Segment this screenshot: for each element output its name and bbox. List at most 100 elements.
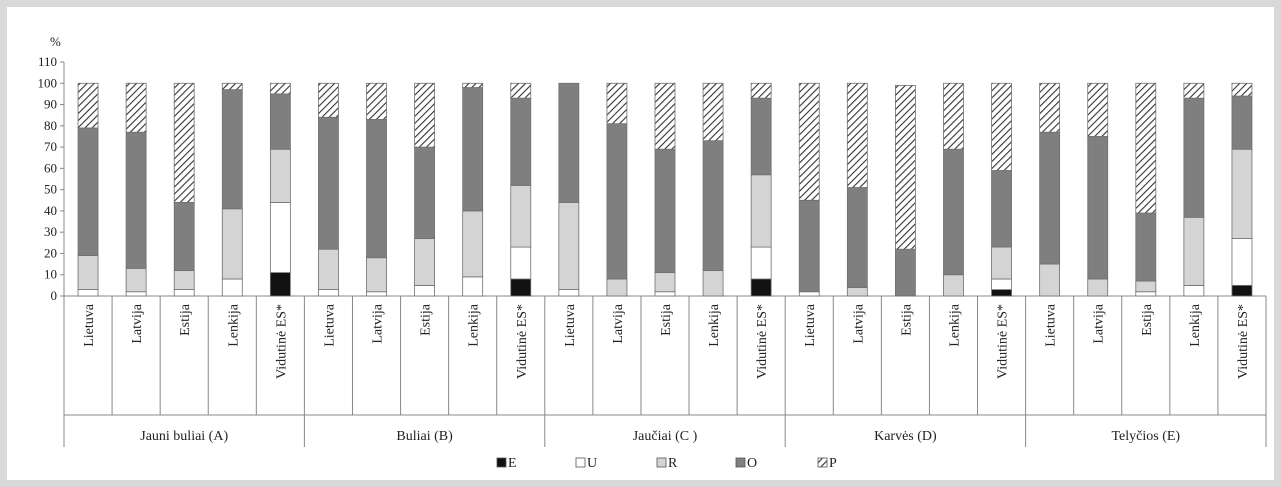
legend-label-U: U bbox=[587, 456, 597, 471]
bar-segment-O bbox=[798, 199, 820, 293]
bar-segment-P bbox=[462, 82, 484, 88]
y-tick-label: 90 bbox=[44, 97, 57, 112]
bar-segment-U bbox=[798, 291, 820, 297]
legend-swatch-O bbox=[735, 457, 746, 468]
bar-segment-O bbox=[750, 97, 772, 176]
bar-segment-E bbox=[750, 278, 772, 297]
bar-segment-O bbox=[221, 89, 243, 210]
bar-segment-U bbox=[1231, 238, 1253, 286]
bar-segment-P bbox=[510, 82, 532, 99]
bar-segment-P bbox=[606, 82, 628, 125]
bar-segment-P bbox=[173, 82, 195, 203]
bar-segment-R bbox=[1039, 263, 1061, 297]
category-label: Estija bbox=[659, 303, 674, 336]
bar-segment-U bbox=[414, 284, 436, 297]
bar-segment-R bbox=[1135, 280, 1157, 293]
bar-segment-U bbox=[654, 291, 676, 297]
y-tick-label: 110 bbox=[38, 54, 57, 69]
category-label: Latvija bbox=[130, 303, 145, 343]
category-label: Lenkija bbox=[707, 303, 722, 347]
bar-segment-P bbox=[750, 82, 772, 99]
y-tick-label: 0 bbox=[51, 288, 58, 303]
bar-segment-U bbox=[462, 276, 484, 297]
bar-segment-P bbox=[414, 82, 436, 148]
bar-segment-E bbox=[991, 289, 1012, 297]
bar-segment-R bbox=[77, 255, 99, 291]
category-label: Vidutinė ES* bbox=[755, 304, 770, 379]
category-label: Lietuva bbox=[803, 303, 818, 347]
bar-segment-R bbox=[1087, 278, 1109, 297]
group-label: Buliai (B) bbox=[396, 429, 453, 444]
bar-segment-O bbox=[173, 201, 195, 271]
bar-segment-P bbox=[798, 82, 820, 201]
bar-segment-O bbox=[1087, 136, 1109, 280]
category-label: Latvija bbox=[371, 303, 386, 343]
bar-segment-P bbox=[1231, 82, 1253, 97]
bar-segment-P bbox=[1183, 82, 1205, 99]
bar-segment-R bbox=[1183, 216, 1205, 286]
bar-segment-O bbox=[654, 148, 676, 274]
bar-segment-P bbox=[991, 82, 1012, 171]
bar-segment-O bbox=[414, 146, 436, 239]
category-label: Lenkija bbox=[226, 303, 241, 347]
group-label: Jaučiai (C ) bbox=[633, 429, 698, 444]
bar-segment-O bbox=[462, 87, 484, 212]
category-labels: Lietuva Latvija Estija Lenkija Vidutinė ES* L… bbox=[82, 303, 1251, 444]
bar-segment-P bbox=[702, 82, 724, 142]
category-label: Latvija bbox=[611, 303, 626, 343]
bar-segment-P bbox=[269, 82, 291, 95]
bar-segment-O bbox=[943, 148, 964, 276]
bar-segment-O bbox=[269, 93, 291, 150]
bar-segment-O bbox=[895, 248, 916, 297]
bar-segment-R bbox=[414, 238, 436, 286]
bar-segment-R bbox=[173, 270, 195, 291]
bar-segment-P bbox=[895, 85, 916, 250]
bar-segment-P bbox=[654, 82, 676, 150]
category-label: Vidutinė ES* bbox=[996, 304, 1011, 379]
bar-segment-P bbox=[221, 82, 243, 91]
category-label: Vidutinė ES* bbox=[515, 304, 530, 379]
category-label: Estija bbox=[1140, 303, 1155, 336]
bar-segment-O bbox=[1183, 97, 1205, 218]
bar-segment-O bbox=[1231, 95, 1253, 150]
bar-segment-U bbox=[269, 201, 291, 273]
bar-segment-R bbox=[269, 148, 291, 203]
category-label: Latvija bbox=[1092, 303, 1107, 343]
y-tick-label: 20 bbox=[44, 245, 57, 260]
bar-segment-O bbox=[558, 82, 580, 203]
category-label: Lenkija bbox=[947, 303, 962, 347]
bar-segment-P bbox=[846, 82, 868, 188]
category-label: Lietuva bbox=[322, 303, 337, 347]
bar-segment-P bbox=[1087, 82, 1109, 137]
bar-segment-R bbox=[943, 274, 964, 297]
bar-segment-O bbox=[366, 119, 387, 259]
bar-segment-R bbox=[510, 184, 532, 248]
category-label: Lenkija bbox=[1188, 303, 1203, 347]
bar-segment-U bbox=[1183, 284, 1205, 297]
legend-swatch-P bbox=[817, 457, 828, 468]
bar-segment-R bbox=[221, 208, 243, 280]
bar-segment-U bbox=[991, 278, 1012, 291]
bar-segment-R bbox=[606, 278, 628, 297]
bar-segment-U bbox=[558, 289, 580, 297]
bar-segment-O bbox=[125, 131, 147, 269]
axes: 0 10 20 30 40 50 60 70 80 90 100 110 bbox=[38, 54, 1267, 447]
bar-segment-U bbox=[77, 289, 99, 297]
group-label: Jauni buliai (A) bbox=[140, 429, 228, 444]
bar-segment-E bbox=[1231, 284, 1253, 297]
bar-segment-O bbox=[606, 123, 628, 280]
bar-segment-U bbox=[173, 289, 195, 297]
bar-segment-R bbox=[125, 267, 147, 293]
category-label: Vidutinė ES* bbox=[1236, 304, 1251, 379]
category-label: Estija bbox=[178, 303, 193, 336]
bar-segment-R bbox=[462, 210, 484, 278]
bar-segment-P bbox=[1039, 82, 1061, 133]
bar-segment-R bbox=[318, 248, 339, 291]
bar-segment-O bbox=[510, 97, 532, 186]
bar-segment-U bbox=[366, 291, 387, 297]
bar-segment-R bbox=[702, 270, 724, 297]
group-label: Karvės (D) bbox=[874, 429, 937, 444]
bar-segment-P bbox=[943, 82, 964, 150]
bar-segment-O bbox=[1135, 212, 1157, 282]
